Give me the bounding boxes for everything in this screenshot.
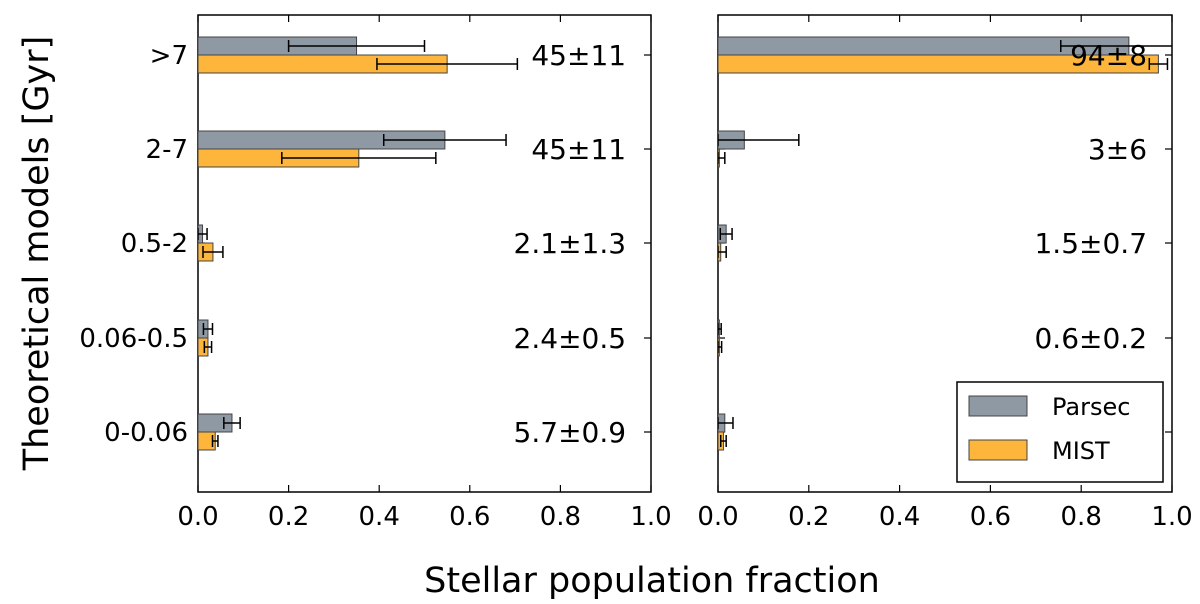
x-tick-label: 0.4 [879, 502, 920, 532]
y-tick-label: 0.06-0.5 [79, 324, 188, 354]
y-tick-label: 0-0.06 [104, 418, 188, 448]
legend-swatch [968, 395, 1028, 417]
x-tick-label: 0.0 [177, 502, 218, 532]
legend-label: Parsec [1052, 393, 1130, 421]
legend-label: MIST [1052, 437, 1110, 465]
left-panel: 0.0 0.2 0.4 0.6 0.8 1.0 >7 2-7 0.5-2 0.06-0.5 0-0.… [79, 14, 672, 532]
y-axis-title: Theoretical models [Gyr] [17, 36, 57, 472]
legend: Parsec MIST [956, 381, 1164, 483]
legend-swatch [968, 439, 1028, 461]
x-tick-label: 0.4 [359, 502, 400, 532]
annotation: 5.7±0.9 [514, 416, 627, 449]
annotation: 2.1±1.3 [514, 227, 627, 260]
annotation: 2.4±0.5 [514, 322, 627, 355]
x-tick-label: 0.6 [449, 502, 490, 532]
x-tick-label: 0.8 [1061, 502, 1102, 532]
x-axis-title: Stellar population fraction [424, 561, 880, 601]
annotation: 45±11 [531, 39, 626, 72]
annotation: 94±8 [1070, 39, 1147, 72]
y-tick-label: >7 [150, 41, 188, 71]
annotation: 45±11 [531, 133, 626, 166]
bars-group [718, 36, 1172, 451]
annotation: 3±6 [1088, 133, 1147, 166]
annotation: 0.6±0.2 [1034, 322, 1147, 355]
x-tick-label: 0.6 [970, 502, 1011, 532]
annotation: 1.5±0.7 [1034, 227, 1147, 260]
x-tick-label: 0.2 [268, 502, 309, 532]
x-tick-label: 1.0 [1151, 502, 1192, 532]
y-tick-label: 0.5-2 [121, 229, 188, 259]
x-tick-label: 0.0 [697, 502, 738, 532]
x-tick-label: 1.0 [630, 502, 671, 532]
x-tick-label: 0.8 [540, 502, 581, 532]
y-tick-label: 2-7 [146, 135, 188, 165]
bars-group [198, 36, 519, 451]
x-tick-label: 0.2 [788, 502, 829, 532]
